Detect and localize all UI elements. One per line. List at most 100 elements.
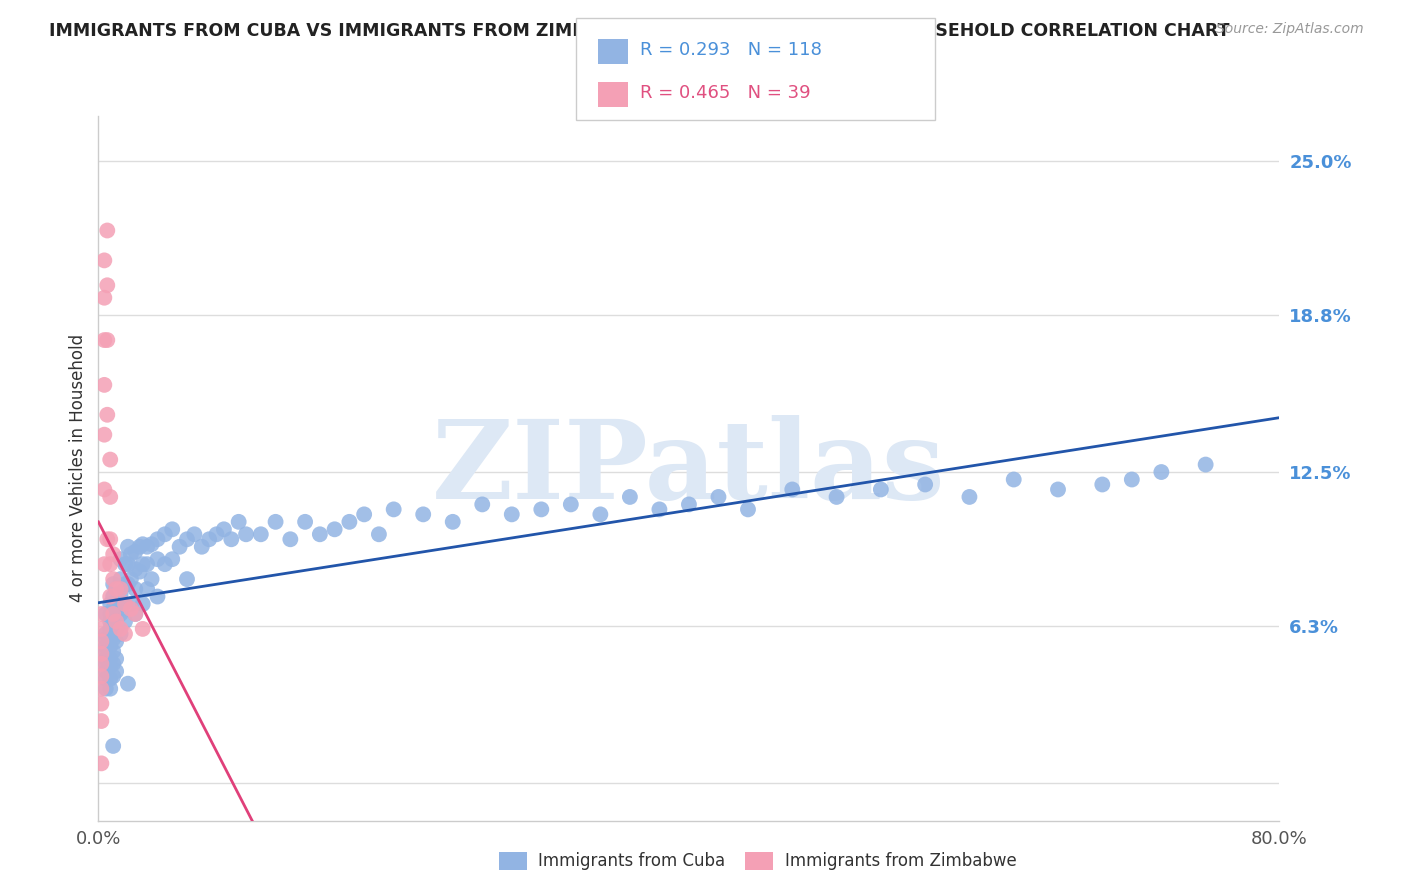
Point	[103, 739, 125, 753]
Point	[110, 572, 132, 586]
Point	[98, 640, 121, 654]
Point	[98, 615, 121, 629]
Point	[105, 607, 128, 621]
Point	[94, 652, 117, 666]
Point	[93, 291, 115, 305]
Point	[90, 669, 112, 683]
Point	[98, 590, 121, 604]
Point	[114, 597, 136, 611]
Point	[221, 533, 243, 547]
Point	[191, 540, 214, 554]
Point	[124, 607, 146, 621]
Point	[114, 557, 136, 571]
Point	[294, 515, 316, 529]
Point	[103, 627, 125, 641]
Point	[103, 577, 125, 591]
Point	[124, 562, 146, 576]
Point	[648, 502, 671, 516]
Point	[146, 552, 169, 566]
Point	[98, 681, 121, 696]
Point	[914, 477, 936, 491]
Point	[132, 537, 155, 551]
Point	[98, 597, 121, 611]
Point	[153, 527, 176, 541]
Point	[120, 602, 142, 616]
Point	[90, 681, 112, 696]
Point	[105, 622, 128, 636]
Point	[1002, 473, 1025, 487]
Point	[117, 676, 139, 690]
Point	[103, 572, 125, 586]
Point	[90, 647, 112, 661]
Point	[94, 607, 117, 621]
Point	[103, 632, 125, 646]
Point	[90, 657, 112, 671]
Point	[94, 665, 117, 679]
Point	[589, 508, 612, 522]
Point	[93, 557, 115, 571]
Point	[368, 527, 391, 541]
Point	[105, 634, 128, 648]
Text: Source: ZipAtlas.com: Source: ZipAtlas.com	[1216, 22, 1364, 37]
Point	[103, 669, 125, 683]
Point	[90, 756, 112, 771]
Point	[153, 557, 176, 571]
Point	[323, 522, 346, 536]
Point	[93, 333, 115, 347]
Point	[110, 552, 132, 566]
Point	[128, 540, 150, 554]
Point	[110, 622, 132, 636]
Point	[93, 253, 115, 268]
Point	[707, 490, 730, 504]
Point	[103, 607, 125, 621]
Point	[264, 515, 287, 529]
Point	[870, 483, 893, 497]
Point	[98, 557, 121, 571]
Point	[98, 652, 121, 666]
Point	[110, 582, 132, 596]
Point	[98, 490, 121, 504]
Point	[96, 533, 118, 547]
Point	[103, 602, 125, 616]
Point	[132, 557, 155, 571]
Point	[146, 533, 169, 547]
Point	[339, 515, 361, 529]
Point	[98, 452, 121, 467]
Point	[441, 515, 464, 529]
Point	[128, 565, 150, 579]
Point	[94, 672, 117, 686]
Point	[382, 502, 405, 516]
Point	[90, 622, 112, 636]
Point	[309, 527, 332, 541]
Point	[183, 527, 205, 541]
Point	[105, 582, 128, 596]
Point	[90, 607, 112, 621]
Point	[353, 508, 375, 522]
Point	[94, 644, 117, 658]
Point	[205, 527, 228, 541]
Point	[105, 652, 128, 666]
Point	[162, 552, 183, 566]
Point	[619, 490, 641, 504]
Point	[169, 540, 191, 554]
Point	[120, 572, 142, 586]
Point	[105, 582, 128, 596]
Point	[1150, 465, 1173, 479]
Text: ZIPatlas: ZIPatlas	[432, 415, 946, 522]
Point	[105, 665, 128, 679]
Point	[90, 634, 112, 648]
Point	[132, 622, 155, 636]
Point	[678, 497, 700, 511]
Point	[1121, 473, 1143, 487]
Point	[96, 408, 118, 422]
Point	[141, 537, 163, 551]
Point	[120, 547, 142, 561]
Point	[124, 607, 146, 621]
Point	[103, 644, 125, 658]
Point	[103, 590, 125, 604]
Point	[250, 527, 273, 541]
Point	[94, 681, 117, 696]
Point	[1046, 483, 1070, 497]
Point	[103, 615, 125, 629]
Point	[94, 657, 117, 671]
